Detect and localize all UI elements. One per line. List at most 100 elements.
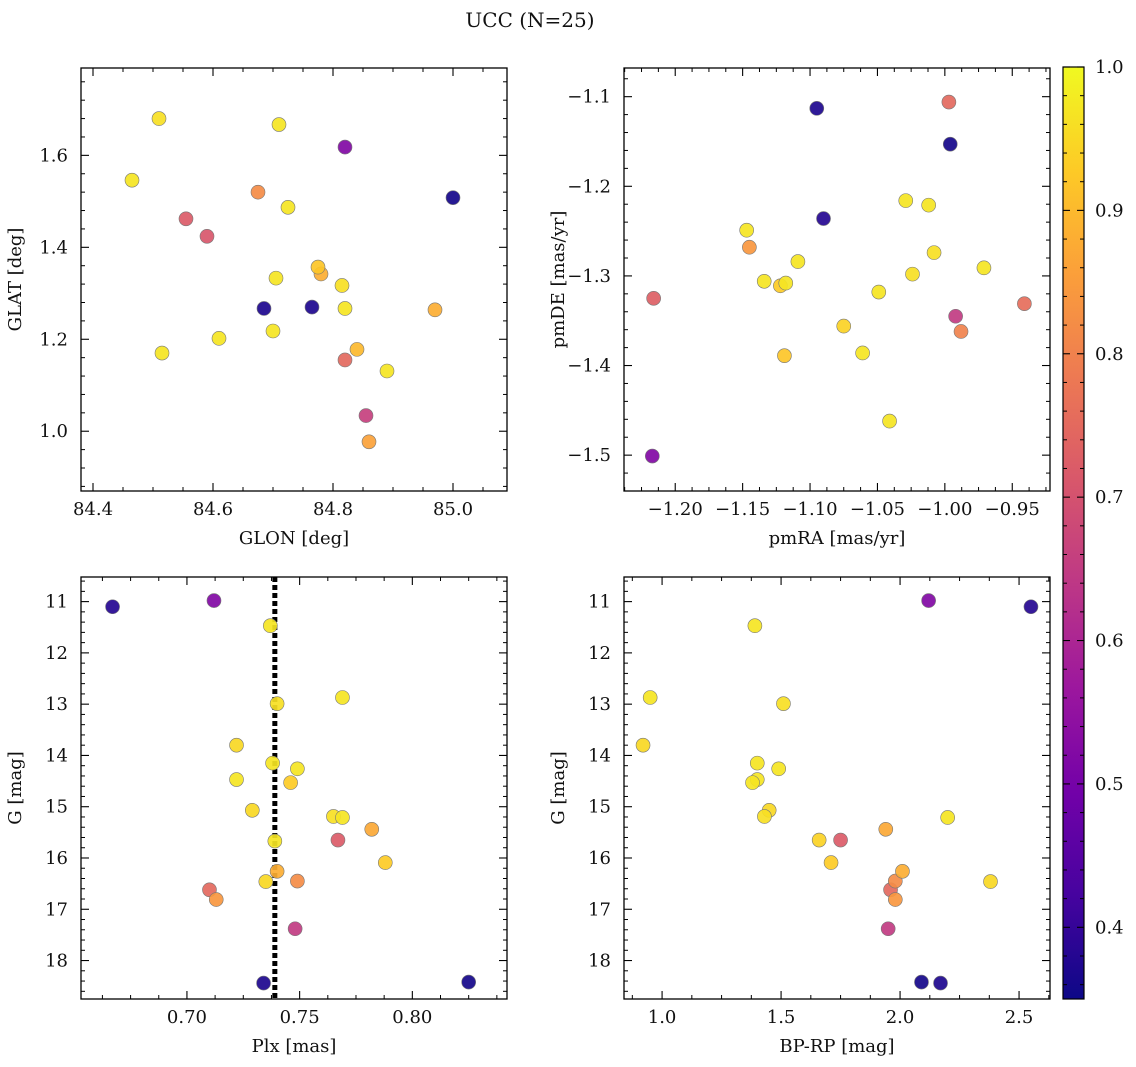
y-tick-label: 13 bbox=[45, 694, 68, 715]
x-tick-label: 84.4 bbox=[73, 499, 113, 520]
scatter-panel-4: 1.0 1.5 2.0 2.5 11 12 13 14 15 16 17 18 BP-RP [mag] G… bbox=[548, 576, 1051, 1057]
scatter-point bbox=[878, 821, 894, 837]
y-tick-label: 15 bbox=[588, 797, 611, 818]
scatter-point bbox=[178, 211, 194, 227]
scatter-point bbox=[199, 228, 215, 244]
scatter-point bbox=[337, 139, 353, 155]
x-tick-label: −1.05 bbox=[850, 499, 905, 520]
scatter-point bbox=[265, 755, 280, 771]
scatter-point bbox=[265, 323, 281, 339]
y-tick-label: −1.5 bbox=[567, 445, 611, 466]
scatter-point bbox=[882, 413, 897, 429]
scatter-point bbox=[330, 832, 346, 848]
figure-title: UCC (N=25) bbox=[465, 8, 594, 32]
x-axis-label: GLON [deg] bbox=[239, 528, 349, 549]
y-tick-label: −1.2 bbox=[567, 176, 611, 197]
scatter-point bbox=[208, 892, 224, 907]
x-tick-label: 0.75 bbox=[280, 1007, 320, 1028]
scatter-point bbox=[777, 348, 792, 363]
scatter-point bbox=[914, 974, 929, 990]
scatter-point bbox=[245, 803, 260, 818]
x-tick-label: 2.5 bbox=[1005, 1007, 1034, 1028]
colorbar-gradient bbox=[1062, 66, 1085, 1000]
x-tick-label: 0.80 bbox=[392, 1007, 432, 1028]
y-tick-label: 13 bbox=[588, 694, 611, 715]
colorbar-tick-label: 0.4 bbox=[1095, 917, 1124, 938]
scatter-point bbox=[756, 273, 772, 289]
scatter-point bbox=[778, 275, 794, 291]
scatter-point bbox=[256, 301, 272, 316]
scatter-point bbox=[739, 222, 754, 238]
axes-frame bbox=[80, 576, 508, 1000]
y-tick-label: 17 bbox=[588, 899, 611, 920]
scatter-point bbox=[880, 921, 896, 937]
scatter-point bbox=[635, 737, 651, 753]
scatter-point bbox=[267, 833, 283, 849]
y-tick-label: 1.6 bbox=[39, 145, 68, 166]
scatter-panel-2: −1.20 −1.15 −1.10 −1.05 −1.00 −0.95 −1.5 −1.4 −1… bbox=[548, 67, 1051, 549]
y-tick-label: −1.3 bbox=[567, 266, 611, 287]
colorbar: 0.4 0.5 0.6 0.7 0.8 0.9 1.0 bbox=[1062, 57, 1124, 1000]
scatter-point bbox=[290, 761, 305, 777]
scatter-point bbox=[229, 737, 244, 753]
scatter-point bbox=[269, 864, 285, 879]
scatter-point bbox=[776, 696, 791, 711]
scatter-point bbox=[771, 761, 786, 777]
y-tick-label: −1.4 bbox=[567, 356, 611, 377]
scatter-point bbox=[263, 618, 278, 634]
scatter-point bbox=[335, 690, 350, 705]
scatter-point bbox=[898, 193, 914, 208]
scatter-point bbox=[364, 821, 380, 837]
scatter-point bbox=[953, 324, 969, 339]
scatter-point bbox=[154, 345, 170, 361]
scatter-point bbox=[747, 618, 763, 634]
scatter-point bbox=[836, 318, 852, 334]
scatter-point bbox=[206, 593, 222, 608]
y-tick-label: 16 bbox=[45, 848, 68, 869]
scatter-point bbox=[816, 211, 831, 226]
scatter-point bbox=[941, 94, 957, 110]
scatter-point bbox=[358, 408, 374, 423]
y-tick-label: 11 bbox=[588, 592, 611, 613]
scatter-point bbox=[349, 342, 365, 357]
colorbar-tick-label: 1.0 bbox=[1095, 57, 1124, 78]
scatter-point bbox=[310, 259, 326, 275]
scatter-point bbox=[124, 172, 140, 188]
scatter-point bbox=[1017, 296, 1032, 311]
y-axis-label: pmDE [mas/yr] bbox=[548, 211, 569, 349]
scatter-point bbox=[646, 291, 661, 306]
x-tick-label: 85.0 bbox=[433, 499, 473, 520]
y-axis-label: G [mag] bbox=[5, 751, 26, 824]
scatter-point bbox=[283, 775, 298, 790]
y-tick-label: 15 bbox=[45, 797, 68, 818]
scatter-point bbox=[790, 254, 806, 269]
scatter-point bbox=[921, 593, 936, 608]
y-tick-label: 1.2 bbox=[39, 329, 68, 350]
scatter-point bbox=[269, 696, 285, 711]
y-tick-label: 12 bbox=[45, 643, 68, 664]
scatter-point bbox=[377, 855, 393, 870]
x-tick-label: 0.70 bbox=[167, 1007, 207, 1028]
scatter-point bbox=[1023, 599, 1039, 615]
scatter-point bbox=[833, 832, 848, 848]
x-tick-label: −1.10 bbox=[782, 499, 837, 520]
y-axis-label: G [mag] bbox=[548, 751, 569, 824]
y-tick-label: 17 bbox=[45, 899, 68, 920]
scatter-point bbox=[933, 975, 948, 991]
y-tick-label: 1.0 bbox=[39, 421, 68, 442]
scatter-point bbox=[855, 345, 870, 361]
scatter-point bbox=[337, 301, 353, 316]
scatter-point bbox=[942, 136, 958, 152]
colorbar-tick-label: 0.6 bbox=[1095, 631, 1124, 652]
scatter-point bbox=[334, 278, 350, 293]
scatter-point bbox=[926, 245, 942, 260]
scatter-point bbox=[361, 434, 377, 450]
scatter-point bbox=[905, 266, 920, 282]
x-axis-label: Plx [mas] bbox=[252, 1036, 337, 1057]
scatter-point bbox=[461, 974, 476, 990]
scatter-point bbox=[745, 775, 760, 790]
scatter-point bbox=[976, 260, 992, 276]
x-tick-label: −1.00 bbox=[917, 499, 972, 520]
y-tick-label: 16 bbox=[588, 848, 611, 869]
scatter-point bbox=[337, 352, 353, 368]
